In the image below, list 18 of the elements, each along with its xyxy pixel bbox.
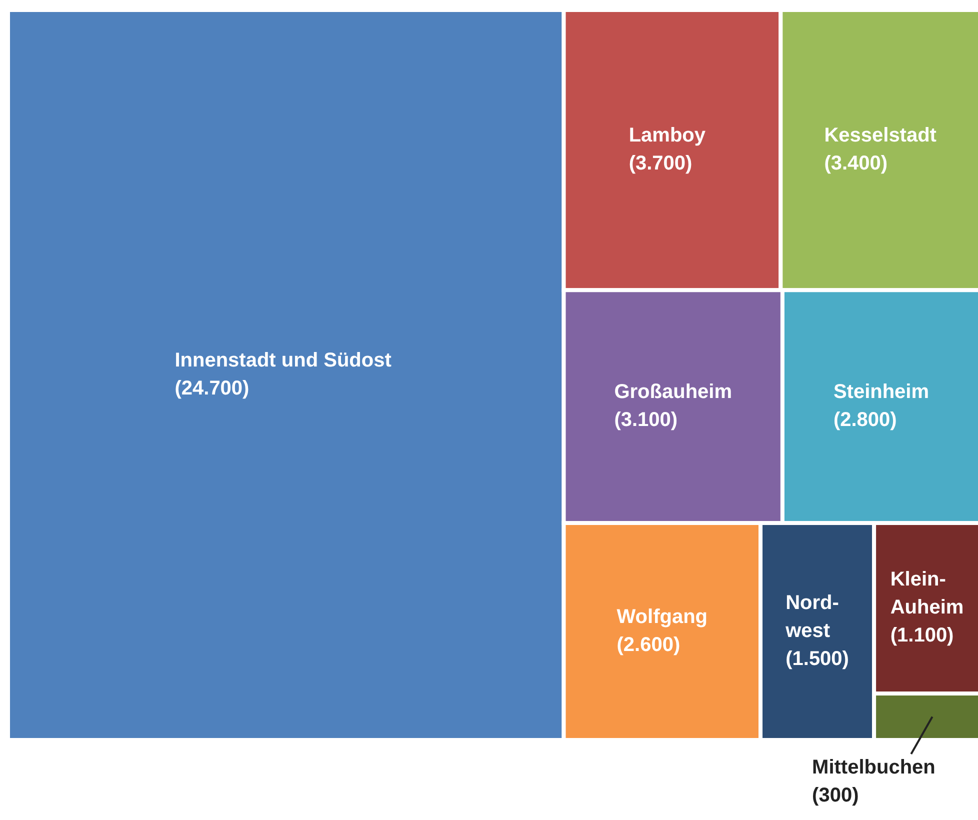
data-label: (1.100) xyxy=(890,624,954,647)
data-label: (1.500) xyxy=(786,648,849,670)
data-label: (3.700) xyxy=(628,152,692,175)
data-label: (3.100) xyxy=(614,409,678,432)
category-label: Kesselstadt xyxy=(824,124,937,147)
category-label: Steinheim xyxy=(833,381,930,404)
data-label: (24.700) xyxy=(174,378,250,400)
data-label: (2.800) xyxy=(833,409,897,432)
category-label: Nord- west xyxy=(784,592,839,642)
category-label: Wolfgang xyxy=(616,606,708,628)
data-label: (300) xyxy=(812,784,859,807)
data-label: (3.400) xyxy=(824,152,888,175)
category-label: Großauheim xyxy=(614,381,732,404)
data-label: (2.600) xyxy=(616,634,680,656)
category-label: Mittelbuchen xyxy=(812,756,936,779)
category-label: Innenstadt und Südost xyxy=(174,350,392,372)
category-label: Lamboy xyxy=(628,124,706,147)
category-label: Klein- Auheim xyxy=(890,568,964,619)
